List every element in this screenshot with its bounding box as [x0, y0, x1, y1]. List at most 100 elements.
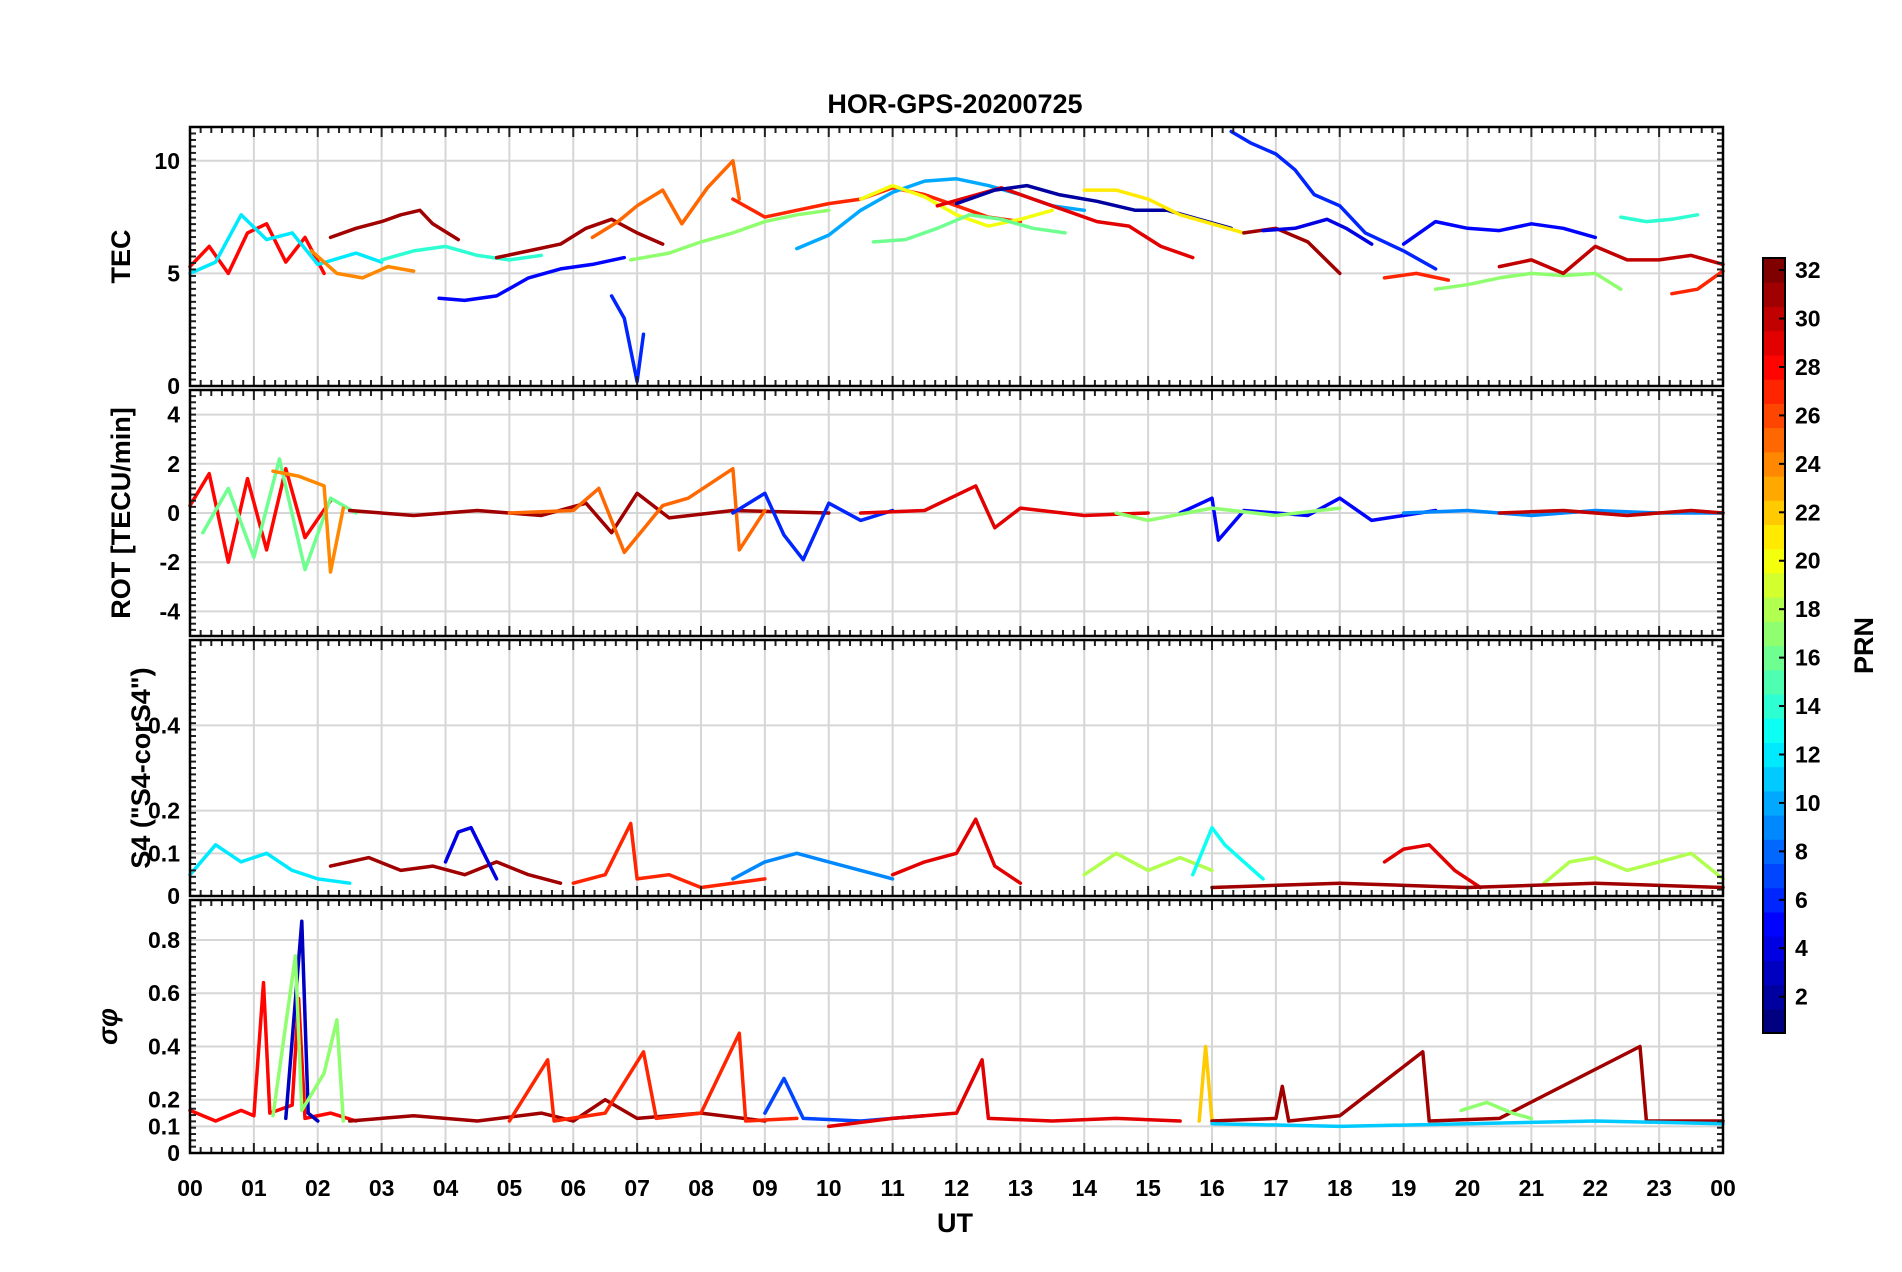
series-line-prn-9: [731, 851, 895, 881]
series-line-prn-5: [1401, 219, 1598, 246]
colorbar-swatch: [1763, 742, 1785, 768]
x-tick-label: 21: [1519, 1175, 1545, 1201]
y-tick-label: 0.4: [148, 712, 180, 738]
colorbar-swatch: [1763, 645, 1785, 671]
series-line-prn-29: [827, 1058, 1182, 1129]
x-tick-label: 09: [752, 1175, 778, 1201]
colorbar-swatch: [1763, 282, 1785, 308]
y-tick-label: 0.2: [148, 1087, 180, 1113]
panel-sigma_phi: 00.10.2 0.4 0.6 0.8 σφ: [93, 898, 1725, 1166]
x-tick-label: 10: [816, 1175, 842, 1201]
colorbar-swatch: [1763, 524, 1785, 550]
x-tick-label: 16: [1199, 1175, 1225, 1201]
series-line-prn-31: [328, 855, 563, 885]
x-tick-label: 05: [497, 1175, 523, 1201]
y-tick-label: 0: [167, 883, 180, 909]
series-line-prn-5: [437, 255, 627, 303]
series-line-prn-17: [1433, 271, 1623, 291]
series-line-prn-17: [628, 208, 831, 262]
plot-frame: [188, 125, 1725, 388]
series-line-prn-29: [858, 484, 1150, 530]
x-tick-label: 07: [624, 1175, 650, 1201]
colorbar-swatch: [1763, 548, 1785, 574]
plot-frame: [188, 388, 1725, 638]
colorbar-swatch: [1763, 427, 1785, 453]
series-line-prn-25: [507, 466, 767, 555]
x-tick-label: 02: [305, 1175, 331, 1201]
colorbar-swatch: [1763, 403, 1785, 429]
series-line-prn-20: [858, 183, 1055, 228]
series-line-prn-31: [328, 208, 461, 242]
colorbar-tick-label: 32: [1795, 257, 1821, 283]
y-tick-label: 10: [154, 148, 180, 174]
series-line-prn-6: [1229, 129, 1438, 271]
y-tick-label: 0.6: [148, 980, 180, 1006]
colorbar-tick-label: 6: [1795, 887, 1808, 913]
series-line-prn-16: [201, 457, 358, 572]
x-tick-label: 03: [369, 1175, 395, 1201]
series-line-prn-6: [731, 491, 895, 562]
plot-frame: [188, 638, 1725, 898]
x-tick-label: 17: [1263, 1175, 1289, 1201]
series-line-prn-31: [347, 491, 831, 535]
x-tick-label: 12: [944, 1175, 970, 1201]
colorbar-tick-label: 16: [1795, 645, 1821, 671]
x-tick-label: 23: [1646, 1175, 1672, 1201]
colorbar-tick-label: 18: [1795, 596, 1821, 622]
x-tick-label: 15: [1135, 1175, 1161, 1201]
colorbar-swatch: [1763, 354, 1785, 380]
x-tick-label: 08: [688, 1175, 714, 1201]
y-tick-label: 2: [167, 451, 180, 477]
series-line-prn-12: [188, 213, 384, 276]
y-tick-label: 0: [167, 500, 180, 526]
series-line-prn-17: [1459, 1100, 1534, 1121]
series-line-prn-17: [271, 954, 346, 1123]
y-tick-label: 0.8: [148, 927, 180, 953]
y-axis-label: σφ: [93, 1008, 123, 1045]
colorbar-swatch: [1763, 815, 1785, 840]
colorbar-swatch: [1763, 887, 1785, 913]
colorbar-frame: [1762, 257, 1786, 1034]
colorbar-tick-label: 22: [1795, 499, 1821, 525]
x-tick-label: 14: [1071, 1175, 1097, 1201]
colorbar-swatch: [1763, 330, 1785, 356]
colorbar-swatch: [1763, 984, 1785, 1010]
series-line-prn-5: [1178, 496, 1438, 542]
colorbar-tick-label: 12: [1795, 741, 1821, 767]
series-line-prn-14: [1619, 213, 1700, 224]
colorbar-swatch: [1763, 693, 1785, 719]
y-axis-label: S4 ("S4-corS4"): [126, 667, 156, 868]
colorbar-swatch: [1763, 839, 1785, 865]
series-line-prn-24: [309, 249, 416, 280]
colorbar-tick-label: 4: [1795, 935, 1808, 961]
colorbar-swatch: [1763, 669, 1785, 695]
x-tick-label: 18: [1327, 1175, 1353, 1201]
colorbar-swatch: [1763, 936, 1785, 961]
y-tick-label: 0.4: [148, 1033, 180, 1059]
series-line-prn-6: [609, 294, 646, 384]
series-line-prn-27: [1670, 269, 1725, 296]
series-line-prn-28: [188, 466, 333, 564]
x-tick-label: 19: [1391, 1175, 1417, 1201]
colorbar-swatch: [1763, 500, 1785, 526]
series-line-prn-21: [1082, 188, 1246, 235]
y-tick-label: 0.1: [148, 840, 180, 866]
colorbar-tick-label: 20: [1795, 548, 1821, 574]
chart-title: HOR-GPS-20200725: [827, 89, 1082, 119]
colorbar-swatch: [1763, 911, 1785, 937]
x-tick-label: 11: [880, 1175, 905, 1201]
series-line-prn-31: [1242, 226, 1342, 276]
plot-frame: [188, 898, 1725, 1155]
y-tick-label: 5: [167, 260, 180, 286]
x-tick-label: 13: [1008, 1175, 1034, 1201]
series-line-prn-18: [1082, 851, 1214, 877]
colorbar-swatch: [1763, 718, 1785, 743]
colorbar-tick-label: 30: [1795, 306, 1821, 332]
series-line-prn-24: [271, 469, 346, 574]
colorbar-swatch: [1763, 621, 1785, 647]
colorbar-swatch: [1763, 863, 1785, 889]
colorbar-swatch: [1763, 790, 1785, 816]
series-line-prn-31: [494, 217, 665, 260]
